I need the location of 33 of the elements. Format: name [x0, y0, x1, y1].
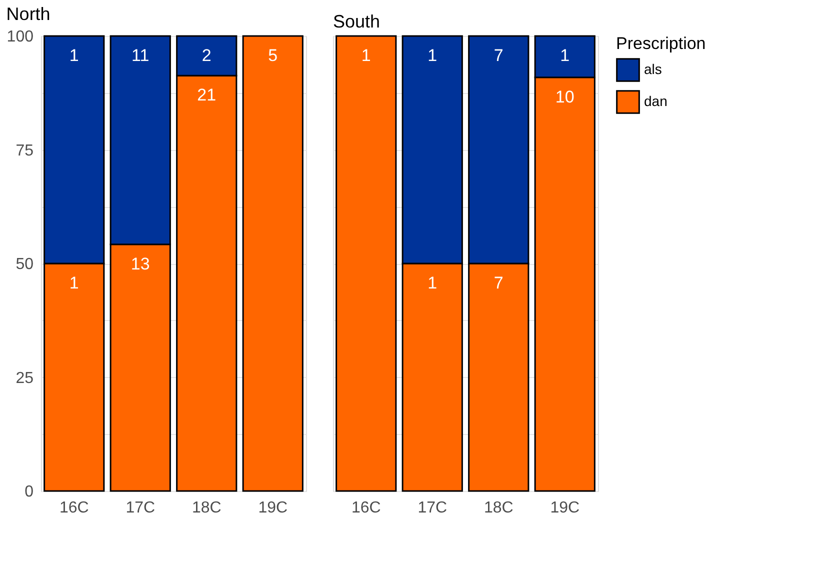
x-tick-label: 18C: [192, 500, 222, 516]
bar: [242, 35, 304, 492]
annotation: 1: [69, 46, 79, 65]
annotation: 1: [361, 46, 371, 65]
x-tick-label: 17C: [418, 500, 448, 516]
y-tick-label: 100: [6, 28, 34, 46]
chart-title: North: [6, 4, 50, 24]
legend-label: dan: [644, 93, 668, 109]
chart-title: South: [333, 11, 380, 32]
annotation: 7: [494, 46, 504, 65]
annotation: 7: [494, 274, 504, 292]
legend-label: als: [644, 61, 662, 77]
annotation: 10: [555, 87, 574, 106]
x-tick-label: 19C: [258, 500, 288, 516]
y-tick-label: 0: [24, 484, 34, 500]
annotation: 1: [560, 46, 570, 65]
x-tick-label: 19C: [550, 500, 580, 516]
annotation: 11: [132, 46, 150, 65]
annotation: 21: [197, 86, 216, 105]
annotation: 1: [428, 46, 438, 65]
annotation: 2: [202, 46, 212, 65]
x-tick-label: 17C: [126, 500, 156, 516]
annotation: 5: [268, 46, 278, 65]
legend-title: Prescription: [616, 34, 706, 53]
x-tick-label: 16C: [59, 500, 89, 516]
annotation: 1: [69, 274, 79, 292]
x-tick-label: 16C: [351, 500, 381, 516]
annotation: 13: [130, 254, 150, 274]
y-tick-label: 75: [16, 142, 34, 160]
y-tick-label: 50: [16, 256, 34, 273]
x-tick-label: 18C: [484, 500, 514, 516]
annotation: 1: [428, 274, 438, 292]
y-tick-label: 25: [16, 370, 34, 387]
